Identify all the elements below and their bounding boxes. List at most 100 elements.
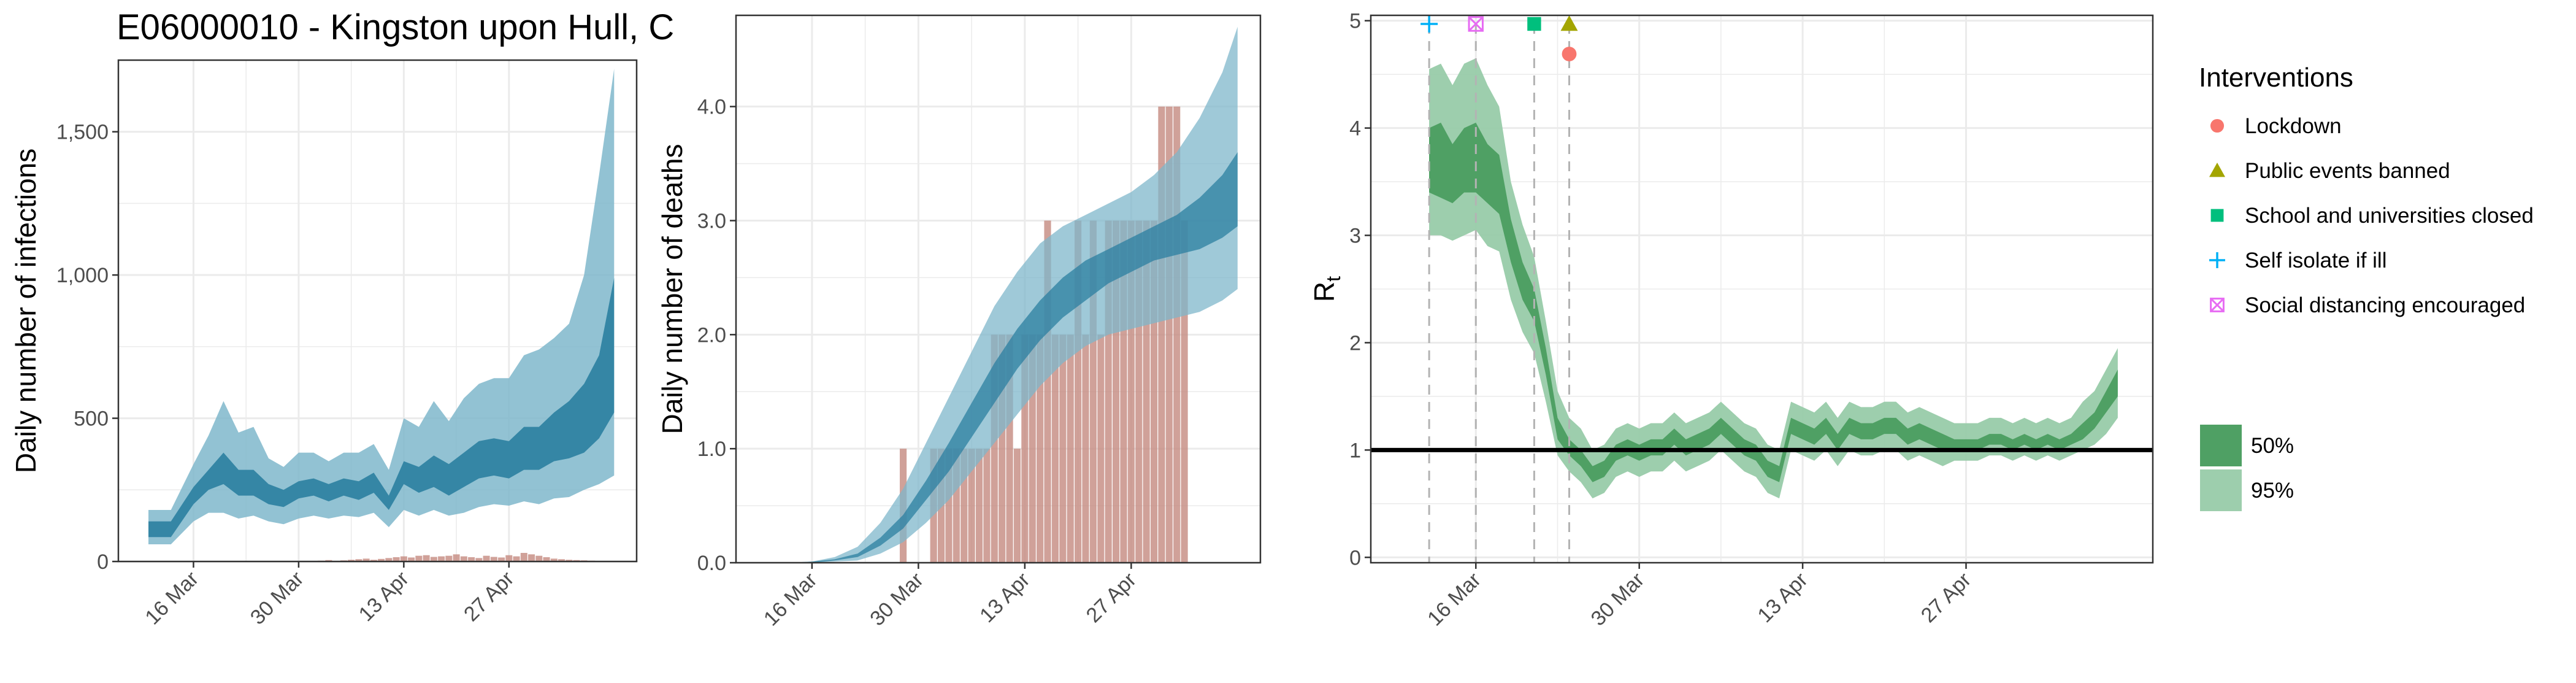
bar (1105, 220, 1112, 563)
legend-title: Interventions (2199, 63, 2353, 93)
bar (1127, 220, 1135, 563)
y-tick-label: 1,500 (56, 121, 109, 144)
bar (400, 556, 407, 561)
intervention-marker (1560, 15, 1578, 31)
legend: Interventions Lockdown Public events bann… (2199, 63, 2534, 511)
bar (960, 449, 968, 563)
rt-panel: 0 1 2 3 4 5 16 Mar 30 Mar 13 Apr 27 Apr Rt (1308, 10, 2154, 631)
y-tick-label: 1 (1349, 439, 1361, 462)
bar (1075, 220, 1082, 563)
bar (460, 556, 467, 561)
bar (520, 552, 527, 561)
y-tick-label: 0.0 (697, 552, 726, 575)
bar (543, 557, 550, 561)
bar (483, 555, 490, 561)
legend-marker (2210, 209, 2224, 222)
y-tick-label: 1.0 (697, 438, 726, 461)
bar (415, 555, 423, 561)
ci95-band (148, 69, 615, 544)
legend-ci-item: 95% (2200, 469, 2294, 511)
bar (1051, 334, 1059, 563)
x-tick-label: 30 Mar (246, 567, 309, 630)
legend-ci-item: 50% (2200, 425, 2294, 466)
bar (535, 555, 543, 561)
plot-border (735, 14, 1262, 564)
bar (505, 555, 513, 561)
legend-ci-items: 50% 95% (2200, 425, 2294, 511)
bar (528, 554, 535, 561)
bar (945, 449, 953, 563)
intervention-marker (1420, 15, 1438, 33)
bar (423, 555, 430, 561)
bar (355, 559, 362, 561)
bar (1158, 106, 1165, 563)
legend-item: Social distancing encouraged (2210, 293, 2525, 317)
bar (1150, 220, 1158, 563)
y-tick-label: 3 (1349, 225, 1361, 248)
x-tick-label: 16 Mar (1423, 568, 1485, 631)
chart-title: E06000010 - Kingston upon Hull, C (117, 7, 674, 47)
bar (385, 558, 393, 561)
bar (999, 334, 1006, 563)
ci50-band (1429, 122, 2118, 482)
y-tick-label: 2 (1349, 331, 1361, 355)
bar (991, 334, 998, 563)
bar (1097, 334, 1105, 563)
legend-label: 95% (2251, 479, 2294, 503)
ci50-band (789, 152, 1238, 563)
legend-swatch (2200, 469, 2242, 511)
y-axis-title: Rt (1308, 276, 1344, 302)
bar (430, 557, 437, 561)
bar (1082, 334, 1089, 563)
bar (362, 558, 370, 561)
x-tick-label: 13 Apr (355, 567, 413, 626)
bar (1067, 334, 1074, 563)
legend-label: Public events banned (2245, 159, 2450, 183)
y-axis-title: Daily number of deaths (656, 144, 688, 434)
legend-swatch (2200, 425, 2242, 466)
y-tick-label: 3.0 (697, 210, 726, 233)
legend-label: School and universities closed (2245, 204, 2534, 228)
bar (1143, 220, 1150, 563)
y-tick-label: 1,000 (56, 264, 109, 287)
intervention-marker (1562, 47, 1577, 61)
bars (900, 106, 1188, 563)
bar (370, 560, 377, 561)
bar (1029, 334, 1036, 563)
x-tick-label: 30 Mar (865, 568, 928, 631)
bar (1021, 334, 1029, 563)
y-tick-label: 2.0 (697, 323, 726, 347)
bar (468, 557, 475, 561)
bar (1181, 220, 1188, 563)
legend-marker (2209, 163, 2225, 177)
bar (953, 449, 960, 563)
intervention-marker (1468, 16, 1484, 32)
x-tick-label: 13 Apr (1753, 568, 1812, 627)
bar (1037, 334, 1044, 563)
legend-marker (2209, 252, 2225, 268)
bar (1006, 334, 1013, 563)
legend-item: Lockdown (2210, 114, 2342, 138)
bar (1013, 449, 1021, 563)
bar (1120, 220, 1127, 563)
bar (558, 559, 565, 561)
bar (1173, 106, 1181, 563)
intervention-marker (1527, 17, 1541, 31)
x-tick-label: 30 Mar (1587, 568, 1649, 631)
legend-label: 50% (2251, 434, 2294, 458)
y-tick-label: 500 (74, 407, 109, 431)
bar (565, 560, 573, 561)
ci95-band (1429, 58, 2118, 499)
legend-label: Self isolate if ill (2245, 249, 2386, 272)
bar (1112, 220, 1120, 563)
y-tick-label: 0 (97, 550, 109, 574)
bars (318, 552, 603, 561)
x-tick-label: 27 Apr (1082, 568, 1141, 627)
y-tick-label: 0 (1349, 546, 1361, 569)
bar (348, 560, 355, 561)
legend-label: Lockdown (2245, 114, 2342, 138)
bar (550, 558, 558, 561)
x-tick-label: 13 Apr (975, 568, 1034, 627)
x-tick-label: 16 Mar (140, 567, 203, 630)
